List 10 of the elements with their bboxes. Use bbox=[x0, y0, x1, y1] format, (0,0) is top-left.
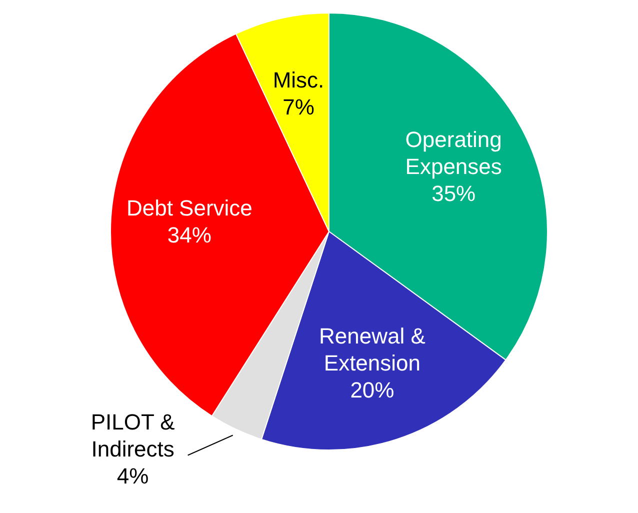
slice-label: Misc. bbox=[272, 68, 324, 93]
data-label: 35% bbox=[432, 181, 476, 206]
slice-label: Renewal & Extension bbox=[319, 324, 426, 376]
data-label: 7% bbox=[282, 94, 314, 120]
data-label: 4% bbox=[116, 463, 149, 488]
slice-label: PILOT & Indirects bbox=[90, 409, 176, 462]
data-label: 20% bbox=[350, 378, 394, 403]
slice-label: Operating Expenses bbox=[405, 127, 502, 180]
data-label: 34% bbox=[167, 222, 212, 248]
slice-label: Debt Service bbox=[126, 195, 252, 220]
